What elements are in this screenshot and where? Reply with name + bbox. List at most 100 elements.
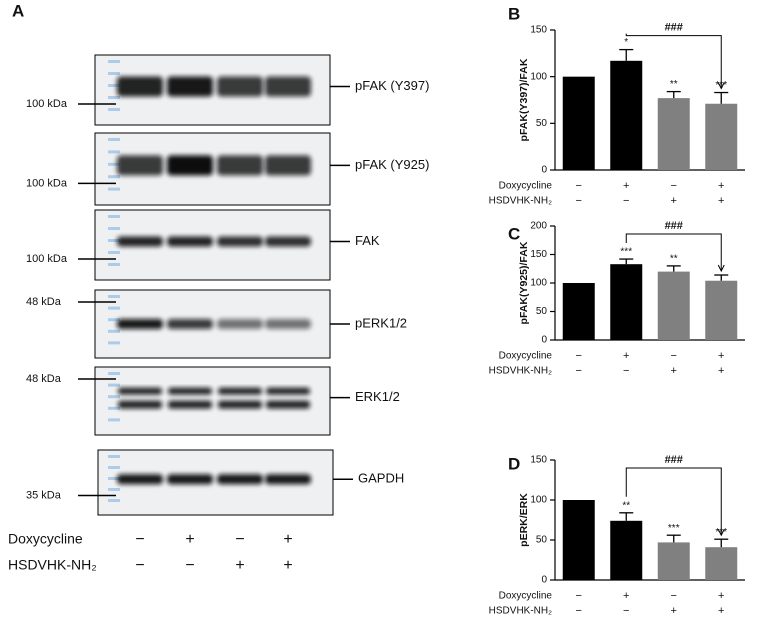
band [265,155,311,176]
band-label: ERK1/2 [355,389,400,404]
treatment-sign: − [623,365,629,377]
ladder [108,162,120,166]
y-tick-label: 50 [536,535,548,546]
treatment-sign: + [718,365,724,377]
ladder [108,418,120,422]
treatment-sign: + [283,531,292,548]
treatment-sign: − [671,350,677,362]
band [167,474,213,485]
treatment-sign: − [576,590,582,602]
y-axis-label: pERK/ERK [518,493,530,547]
ladder [108,488,120,491]
band-label: pFAK (Y397) [355,78,429,93]
treatment-sign: − [235,531,244,548]
treatment-label: Doxycycline [499,181,553,192]
treatment-sign: − [623,195,629,207]
y-tick-label: 150 [530,25,547,36]
bar [657,271,690,340]
treatment-sign: − [185,557,194,574]
bar [562,283,595,340]
band [218,387,262,395]
band [118,387,162,395]
band [266,400,310,409]
treatment-sign: − [576,195,582,207]
y-tick-label: 100 [530,495,547,506]
bracket-label: ### [665,22,683,34]
significance: ** [670,79,678,90]
band [218,400,262,409]
marker-label: 48 kDa [26,296,62,308]
band [167,76,213,97]
ladder [108,395,120,399]
treatment-label: HSDVHK-NH₂ [489,366,552,377]
treatment-sign: + [718,195,724,207]
ladder [108,239,120,242]
treatment-label: Doxycycline [499,591,553,602]
band [266,387,310,395]
treatment-sign: + [671,605,677,617]
treatment-sign: + [235,557,244,574]
ladder [108,251,120,254]
ladder [108,108,120,111]
ladder [108,341,120,345]
band [265,76,311,97]
treatment-sign: + [623,590,629,602]
bar [657,542,690,580]
band [265,474,311,485]
band [217,319,263,329]
treatment-sign: − [576,350,582,362]
treatment-sign: − [671,590,677,602]
ladder [108,150,120,154]
ladder [108,60,120,63]
ladder [108,406,120,410]
treatment-sign: + [718,350,724,362]
treatment-sign: + [718,590,724,602]
bar [562,500,595,580]
bar [610,520,643,580]
treatment-sign: − [576,180,582,192]
bar [705,103,738,170]
ladder [108,295,120,298]
bar [657,98,690,170]
marker-label: 48 kDa [26,373,62,385]
treatment-label: HSDVHK-NH₂ [489,196,552,207]
band-label: FAK [355,233,380,248]
ladder [108,96,120,99]
y-tick-label: 0 [541,575,547,586]
bracket-label: ### [665,220,683,232]
bar [610,60,643,170]
y-tick-label: 50 [536,118,548,129]
marker-label: 35 kDa [26,489,62,501]
treatment-sign: + [671,195,677,207]
bar [705,547,738,580]
band [167,319,213,329]
bracket [625,33,722,88]
treatment-label: HSDVHK-NH₂ [489,606,552,617]
y-tick-label: 150 [530,455,547,466]
band [217,236,263,247]
treatment-sign: − [623,605,629,617]
y-tick-label: 200 [530,221,547,232]
significance: *** [668,523,680,534]
bar [610,264,643,340]
band [117,236,163,247]
marker-label: 100 kDa [26,177,68,189]
ladder [108,383,120,387]
y-tick-label: 150 [530,249,547,260]
bracket-arrow [717,528,725,537]
y-axis-label: pFAK(Y397)/FAK [518,58,530,141]
ladder [108,318,120,322]
ladder [108,187,120,191]
panel-label: D [508,454,520,473]
ladder [108,455,120,458]
treatment-sign: + [283,557,292,574]
treatment-sign: + [185,531,194,548]
band [265,236,311,247]
treatment-sign: − [576,605,582,617]
ladder [108,372,120,375]
treatment-sign: − [576,365,582,377]
marker-label: 100 kDa [26,253,68,265]
band [167,236,213,247]
y-tick-label: 0 [541,165,547,176]
